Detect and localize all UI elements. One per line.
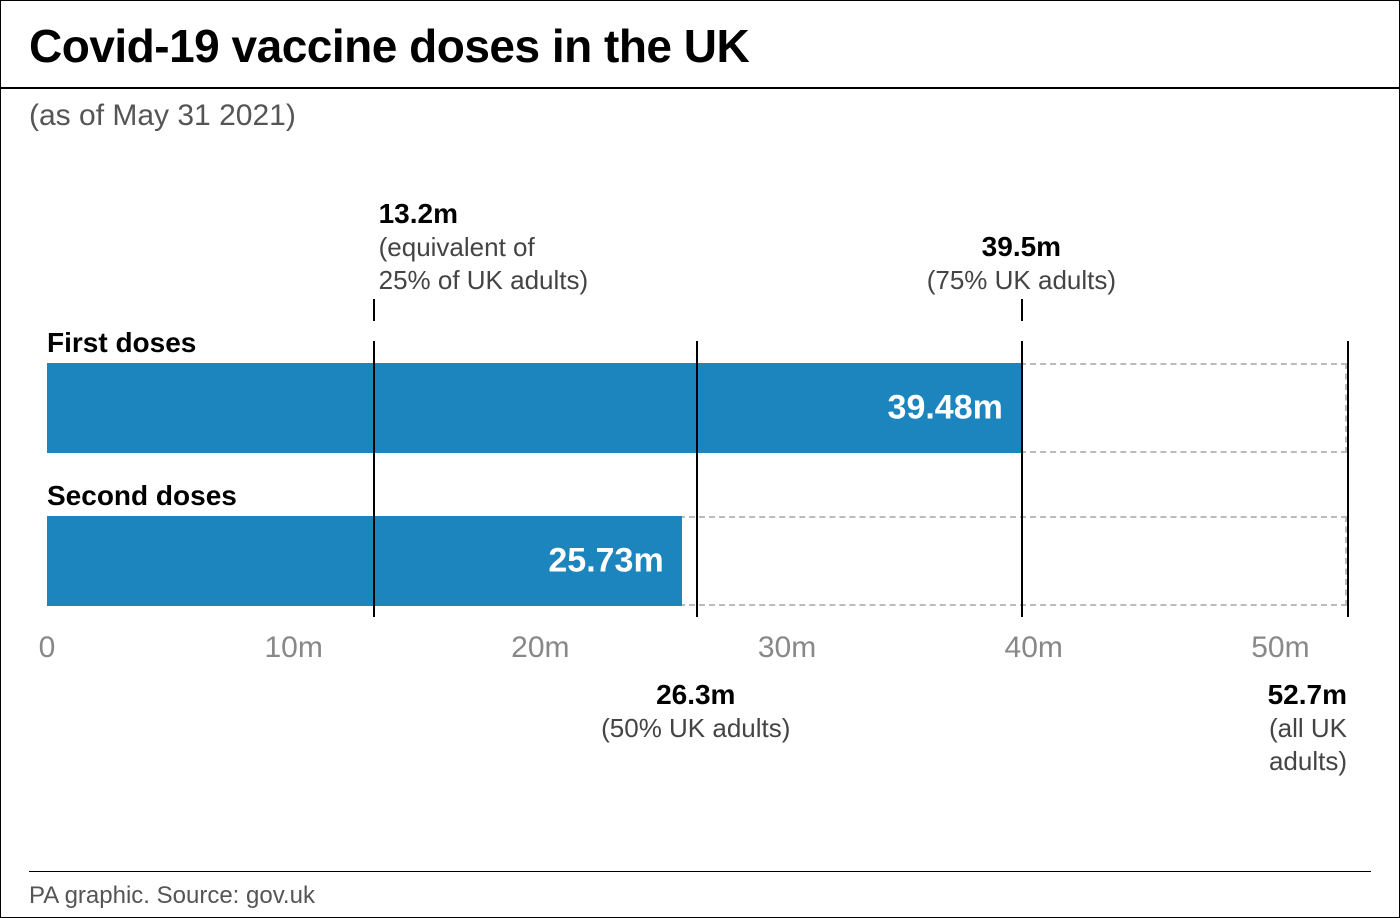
reference-line xyxy=(696,341,698,617)
chart-subtitle: (as of May 31 2021) xyxy=(1,89,1399,133)
reference-annotation: 52.7m(all UK adults) xyxy=(1268,677,1347,777)
reference-line xyxy=(1021,341,1023,617)
chart-title: Covid-19 vaccine doses in the UK xyxy=(1,1,1399,89)
reference-annotation: 26.3m(50% UK adults) xyxy=(601,677,790,745)
reference-line xyxy=(1347,341,1349,617)
reference-line xyxy=(373,341,375,617)
source-attribution: PA graphic. Source: gov.uk xyxy=(29,871,1371,910)
bar: 25.73m xyxy=(47,516,682,606)
x-tick: 30m xyxy=(758,631,816,665)
reference-tick xyxy=(373,299,375,321)
bar: 39.48m xyxy=(47,363,1021,453)
chart-container: Covid-19 vaccine doses in the UK (as of … xyxy=(0,0,1400,918)
x-tick: 20m xyxy=(511,631,569,665)
reference-annotation: 39.5m(75% UK adults) xyxy=(927,229,1116,297)
bar-value: 39.48m xyxy=(888,389,1003,428)
bar-value: 25.73m xyxy=(548,542,663,581)
chart-area: First doses 39.48m Second doses 25.73m 0 10m… xyxy=(29,191,1371,811)
x-tick: 0 xyxy=(39,631,56,665)
x-tick: 10m xyxy=(264,631,322,665)
bar-label: Second doses xyxy=(47,480,237,512)
bar-label: First doses xyxy=(47,327,196,359)
x-tick: 50m xyxy=(1251,631,1309,665)
x-tick: 40m xyxy=(1005,631,1063,665)
reference-tick xyxy=(1021,299,1023,321)
reference-annotation: 13.2m(equivalent of25% of UK adults) xyxy=(379,196,589,296)
